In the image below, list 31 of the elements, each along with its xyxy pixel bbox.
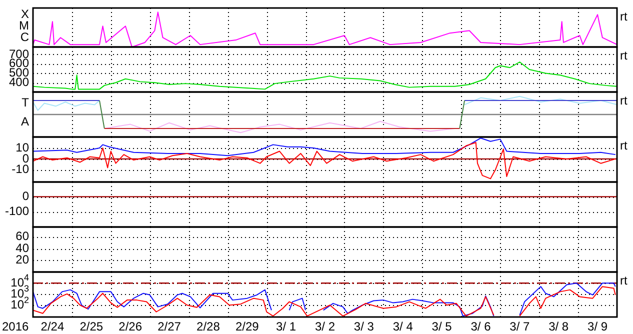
text: rt	[620, 93, 628, 108]
y-tick-label: 0	[22, 189, 30, 204]
x-tick-label: 3/ 2	[314, 319, 336, 334]
text: rt	[620, 273, 628, 288]
x-tick-label: 2/29	[235, 319, 260, 334]
x-tick-label: 3/ 1	[276, 319, 296, 334]
text: X	[20, 7, 30, 22]
text: M	[19, 18, 30, 33]
x-axis-title: 2016	[2, 319, 30, 334]
x-tick-label: 3/ 5	[432, 319, 452, 334]
x-tick-label: 3/ 4	[392, 319, 414, 334]
y-tick-label: 60	[16, 229, 30, 244]
x-tick-label: 3/ 9	[588, 319, 608, 334]
x-tick-label: 2/25	[80, 319, 104, 334]
y-tick-label: -100	[4, 204, 30, 218]
x-tick-label: 3/ 8	[548, 319, 569, 334]
text: rt	[620, 138, 628, 152]
x-tick-label: 2/28	[196, 319, 220, 334]
x-tick-label: 2/26	[118, 319, 142, 334]
x-tick-label: 2/24	[40, 319, 64, 334]
text: A	[20, 114, 30, 128]
text: rt	[620, 9, 628, 24]
text: C	[20, 30, 30, 44]
text: rt	[620, 48, 628, 62]
y-tick-label: 40	[16, 240, 30, 255]
x-tick-label: 2/27	[158, 319, 182, 334]
text: T	[22, 96, 30, 110]
x-tick-label: 3/ 7	[510, 319, 530, 334]
y-tick-label: 20	[16, 252, 30, 267]
x-tick-label: 3/ 6	[470, 319, 492, 334]
x-tick-label: 3/ 3	[354, 319, 374, 334]
